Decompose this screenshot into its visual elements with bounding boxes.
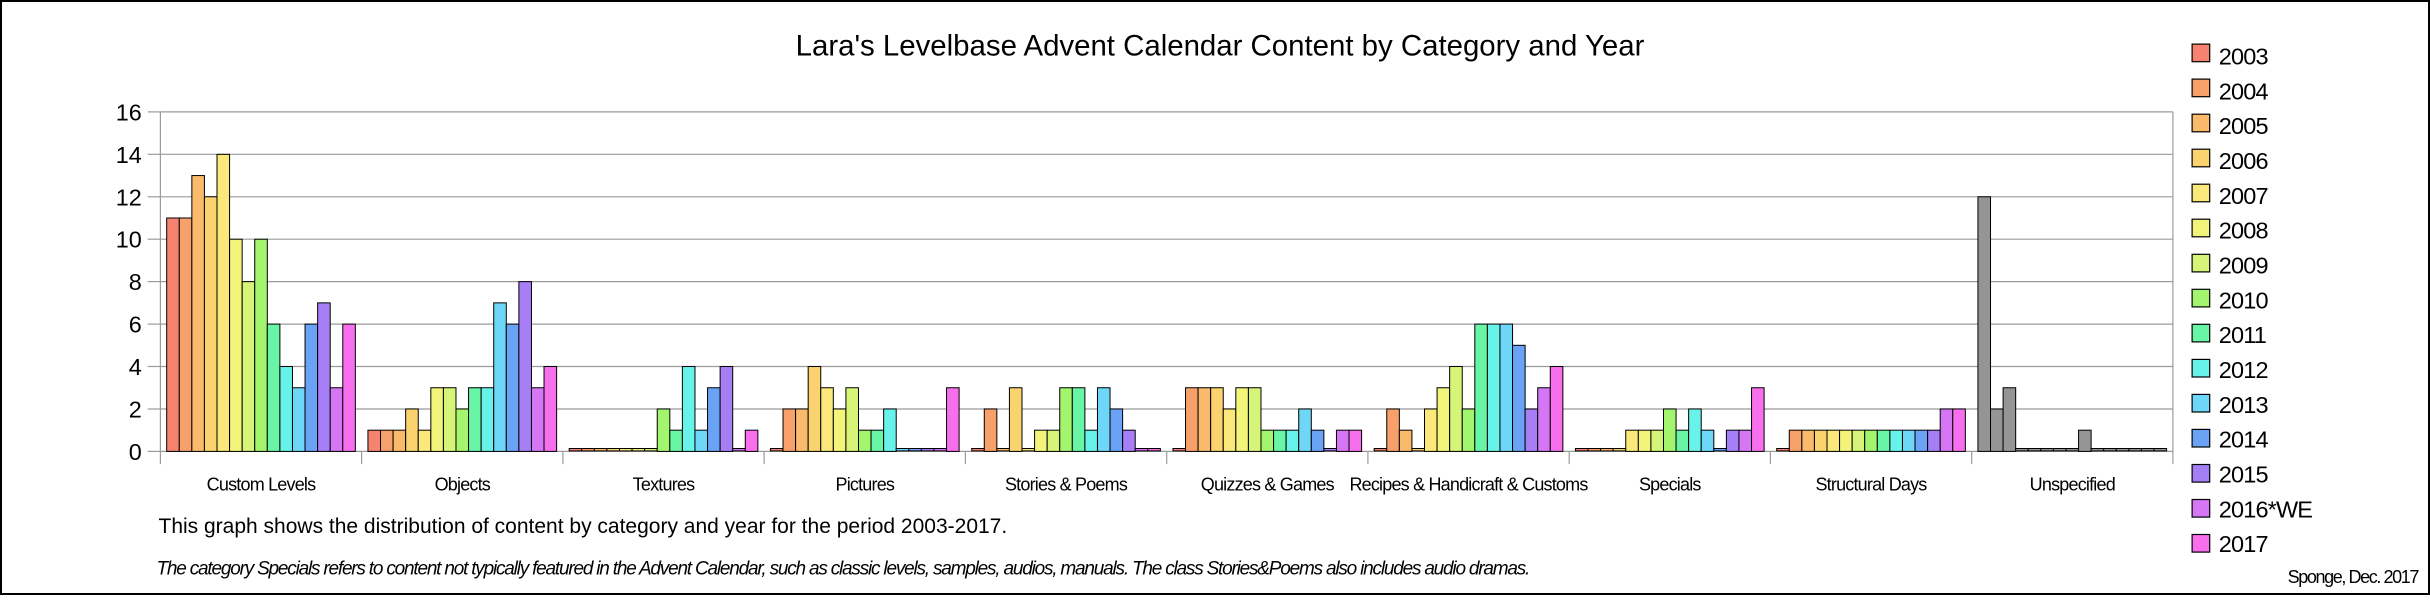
svg-text:Recipes & Handicraft & Customs: Recipes & Handicraft & Customs (1349, 474, 1588, 494)
svg-text:2016*WE: 2016*WE (2219, 496, 2313, 522)
svg-text:2012: 2012 (2219, 357, 2268, 383)
svg-text:2: 2 (129, 397, 142, 423)
svg-text:2014: 2014 (2219, 427, 2269, 453)
svg-text:6: 6 (129, 312, 142, 338)
svg-text:2009: 2009 (2219, 253, 2268, 279)
svg-text:16: 16 (116, 99, 142, 125)
svg-text:8: 8 (129, 269, 142, 295)
svg-text:Structural Days: Structural Days (1815, 474, 1927, 494)
svg-text:2013: 2013 (2219, 392, 2269, 418)
svg-text:14: 14 (116, 142, 142, 168)
svg-text:Stories & Poems: Stories & Poems (1005, 474, 1128, 494)
svg-text:Textures: Textures (633, 474, 695, 494)
svg-text:10: 10 (116, 227, 142, 253)
svg-text:2004: 2004 (2219, 78, 2269, 104)
svg-text:Quizzes & Games: Quizzes & Games (1201, 474, 1335, 494)
svg-text:2008: 2008 (2219, 218, 2269, 244)
svg-text:Specials: Specials (1639, 474, 1701, 494)
svg-text:Lara's Levelbase Advent Calend: Lara's Levelbase Advent Calendar Content… (796, 30, 1645, 63)
svg-text:2010: 2010 (2219, 287, 2269, 313)
svg-text:Unspecified: Unspecified (2030, 474, 2115, 494)
svg-text:This graph shows the distribut: This graph shows the distribution of con… (159, 515, 1008, 538)
svg-text:Sponge, Dec. 2017: Sponge, Dec. 2017 (2288, 567, 2420, 587)
svg-text:Pictures: Pictures (835, 474, 894, 494)
svg-text:The category Specials refers t: The category Specials refers to content … (157, 559, 1530, 580)
svg-text:2007: 2007 (2219, 183, 2268, 209)
svg-text:12: 12 (116, 184, 142, 210)
svg-text:2017: 2017 (2219, 531, 2268, 557)
svg-text:2011: 2011 (2219, 322, 2266, 348)
svg-text:2015: 2015 (2219, 461, 2269, 487)
svg-text:Objects: Objects (435, 474, 491, 494)
svg-text:Custom Levels: Custom Levels (207, 474, 316, 494)
svg-text:4: 4 (129, 354, 142, 380)
svg-text:0: 0 (129, 439, 142, 465)
svg-text:2003: 2003 (2219, 44, 2269, 70)
svg-text:2006: 2006 (2219, 148, 2269, 174)
svg-text:2005: 2005 (2219, 113, 2269, 139)
